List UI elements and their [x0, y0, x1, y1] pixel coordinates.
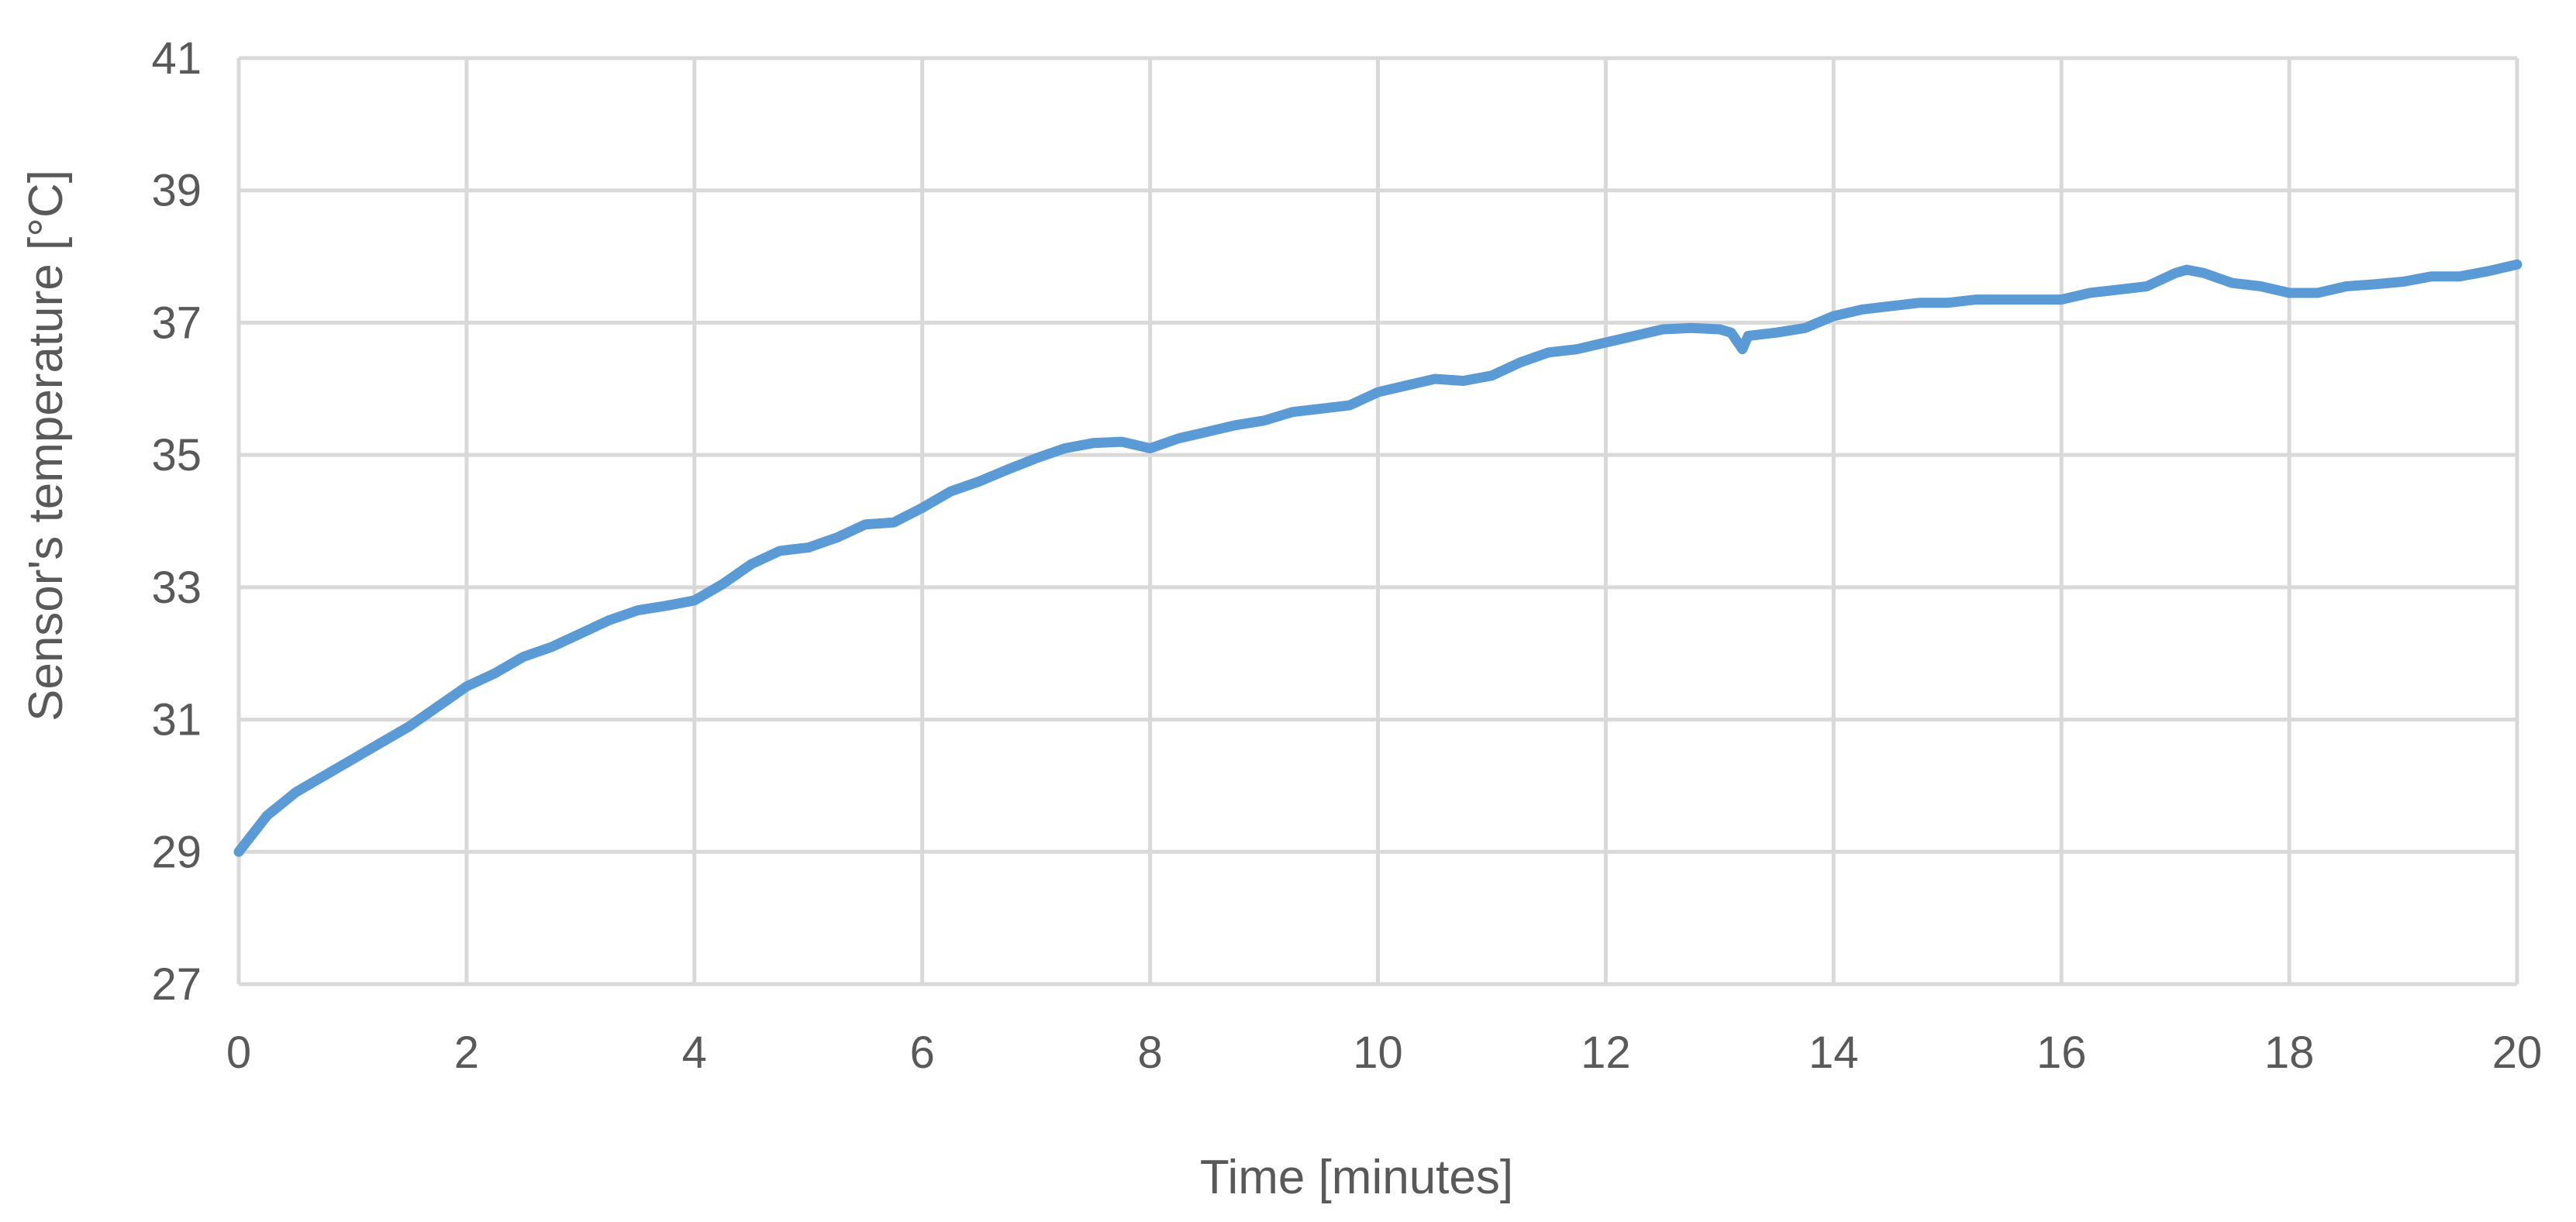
y-tick-label: 31 [151, 695, 202, 745]
y-axis-ticks: 27 29 31 33 35 37 39 41 [151, 33, 202, 1010]
grid-lines [236, 56, 2519, 986]
y-tick-label: 39 [151, 166, 202, 216]
x-tick-label: 14 [1809, 1028, 1859, 1078]
x-tick-label: 2 [454, 1028, 479, 1078]
x-tick-label: 12 [1581, 1028, 1631, 1078]
y-tick-label: 29 [151, 827, 202, 877]
y-tick-label: 41 [151, 33, 202, 84]
y-tick-label: 33 [151, 563, 202, 613]
series-line [233, 259, 2523, 857]
y-axis-title: Sensor's temperature [°C] [19, 170, 73, 721]
y-tick-label: 35 [151, 430, 202, 480]
x-tick-label: 20 [2492, 1028, 2543, 1078]
x-tick-label: 10 [1353, 1028, 1403, 1078]
x-axis-title: Time [minutes] [1200, 1151, 1513, 1204]
x-tick-label: 18 [2264, 1028, 2315, 1078]
y-tick-label: 37 [151, 298, 202, 348]
y-tick-label: 27 [151, 959, 202, 1010]
series-layer [233, 259, 2523, 857]
x-tick-label: 16 [2036, 1028, 2087, 1078]
x-tick-label: 8 [1137, 1028, 1162, 1078]
x-axis-ticks: 0 2 4 6 8 10 12 14 16 18 20 [226, 1028, 2542, 1078]
x-tick-label: 0 [226, 1028, 251, 1078]
x-tick-label: 6 [910, 1028, 935, 1078]
x-tick-label: 4 [682, 1028, 707, 1078]
